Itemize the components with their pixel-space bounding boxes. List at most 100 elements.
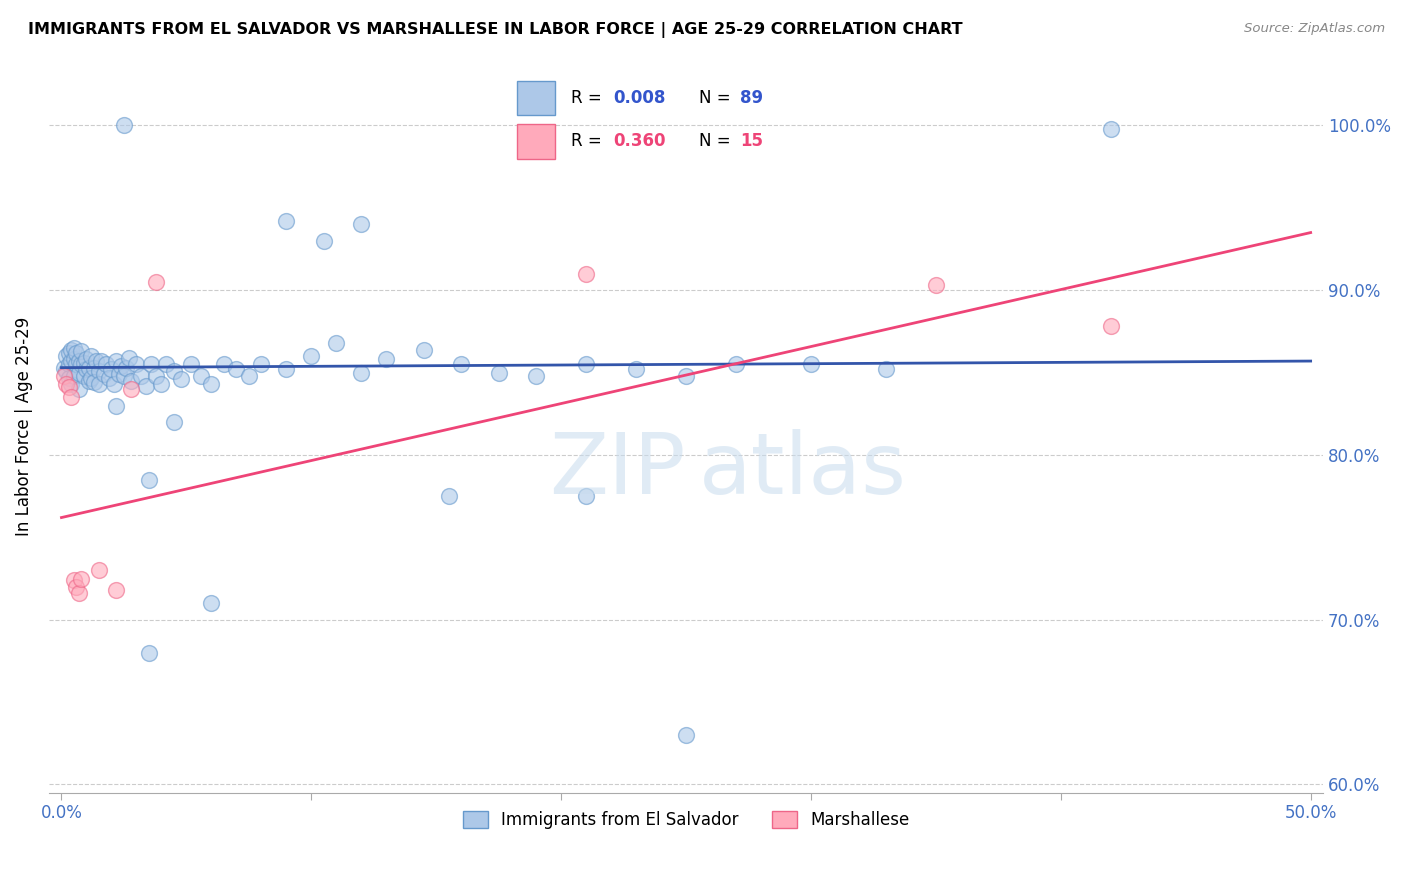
- Point: [87, 563, 110, 577]
- Point: [875, 362, 897, 376]
- Point: [87, 377, 110, 392]
- Point: [575, 489, 598, 503]
- Point: [155, 357, 177, 371]
- Point: [58, 370, 80, 384]
- Point: [120, 382, 142, 396]
- Point: [67, 586, 90, 600]
- Point: [675, 728, 697, 742]
- Point: [150, 377, 173, 392]
- Point: [170, 372, 193, 386]
- Point: [87, 364, 110, 378]
- Point: [58, 357, 80, 371]
- Point: [67, 354, 90, 368]
- Point: [135, 378, 157, 392]
- Point: [52, 360, 75, 375]
- Point: [63, 352, 86, 367]
- Point: [52, 368, 75, 383]
- Point: [925, 278, 948, 293]
- Point: [60, 377, 83, 392]
- Point: [83, 360, 105, 375]
- Point: [70, 572, 93, 586]
- Point: [724, 357, 747, 371]
- Point: [120, 374, 142, 388]
- Point: [65, 580, 87, 594]
- Point: [75, 362, 97, 376]
- Point: [450, 357, 472, 371]
- Point: [250, 357, 273, 371]
- Text: IMMIGRANTS FROM EL SALVADOR VS MARSHALLESE IN LABOR FORCE | AGE 25-29 CORRELATIO: IMMIGRANTS FROM EL SALVADOR VS MARSHALLE…: [28, 22, 963, 38]
- Point: [350, 217, 373, 231]
- Y-axis label: In Labor Force | Age 25-29: In Labor Force | Age 25-29: [15, 317, 32, 536]
- Point: [575, 357, 598, 371]
- Point: [190, 368, 212, 383]
- Point: [312, 234, 335, 248]
- Point: [96, 357, 118, 371]
- Point: [80, 349, 103, 363]
- Point: [86, 354, 108, 368]
- Point: [200, 377, 222, 392]
- Point: [800, 357, 823, 371]
- Point: [97, 370, 120, 384]
- Point: [1099, 121, 1122, 136]
- Point: [112, 119, 135, 133]
- Point: [105, 354, 128, 368]
- Text: ZIP: ZIP: [550, 429, 686, 512]
- Point: [118, 351, 141, 365]
- Point: [112, 368, 135, 383]
- Point: [350, 366, 373, 380]
- Point: [63, 341, 86, 355]
- Point: [163, 364, 186, 378]
- Point: [80, 370, 103, 384]
- Point: [276, 214, 298, 228]
- Point: [276, 362, 298, 376]
- Point: [105, 582, 128, 597]
- Point: [60, 390, 83, 404]
- Point: [200, 596, 222, 610]
- Point: [73, 356, 96, 370]
- Point: [115, 360, 138, 375]
- Point: [624, 362, 647, 376]
- Text: atlas: atlas: [699, 429, 907, 512]
- Text: Source: ZipAtlas.com: Source: ZipAtlas.com: [1244, 22, 1385, 36]
- Point: [100, 362, 122, 376]
- Point: [299, 349, 322, 363]
- Point: [325, 335, 347, 350]
- Point: [60, 354, 83, 368]
- Point: [437, 489, 460, 503]
- Point: [145, 368, 167, 383]
- Point: [145, 275, 167, 289]
- Point: [141, 357, 163, 371]
- Point: [77, 360, 100, 375]
- Point: [180, 357, 202, 371]
- Point: [83, 376, 105, 390]
- Point: [90, 354, 112, 368]
- Point: [125, 357, 148, 371]
- Point: [55, 364, 77, 378]
- Point: [110, 359, 132, 373]
- Point: [63, 368, 86, 383]
- Point: [575, 267, 598, 281]
- Point: [131, 368, 153, 383]
- Point: [524, 368, 547, 383]
- Point: [103, 377, 125, 392]
- Point: [55, 377, 77, 392]
- Point: [58, 380, 80, 394]
- Point: [60, 343, 83, 357]
- Point: [163, 415, 186, 429]
- Point: [105, 399, 128, 413]
- Point: [138, 473, 160, 487]
- Point: [73, 368, 96, 383]
- Point: [488, 366, 510, 380]
- Point: [65, 357, 87, 371]
- Point: [67, 366, 90, 380]
- Point: [225, 362, 247, 376]
- Point: [138, 646, 160, 660]
- Point: [65, 346, 87, 360]
- Point: [70, 344, 93, 359]
- Point: [63, 573, 86, 587]
- Point: [70, 357, 93, 371]
- Point: [75, 352, 97, 367]
- Point: [375, 352, 398, 367]
- Legend: Immigrants from El Salvador, Marshallese: Immigrants from El Salvador, Marshallese: [456, 804, 917, 836]
- Point: [93, 368, 115, 382]
